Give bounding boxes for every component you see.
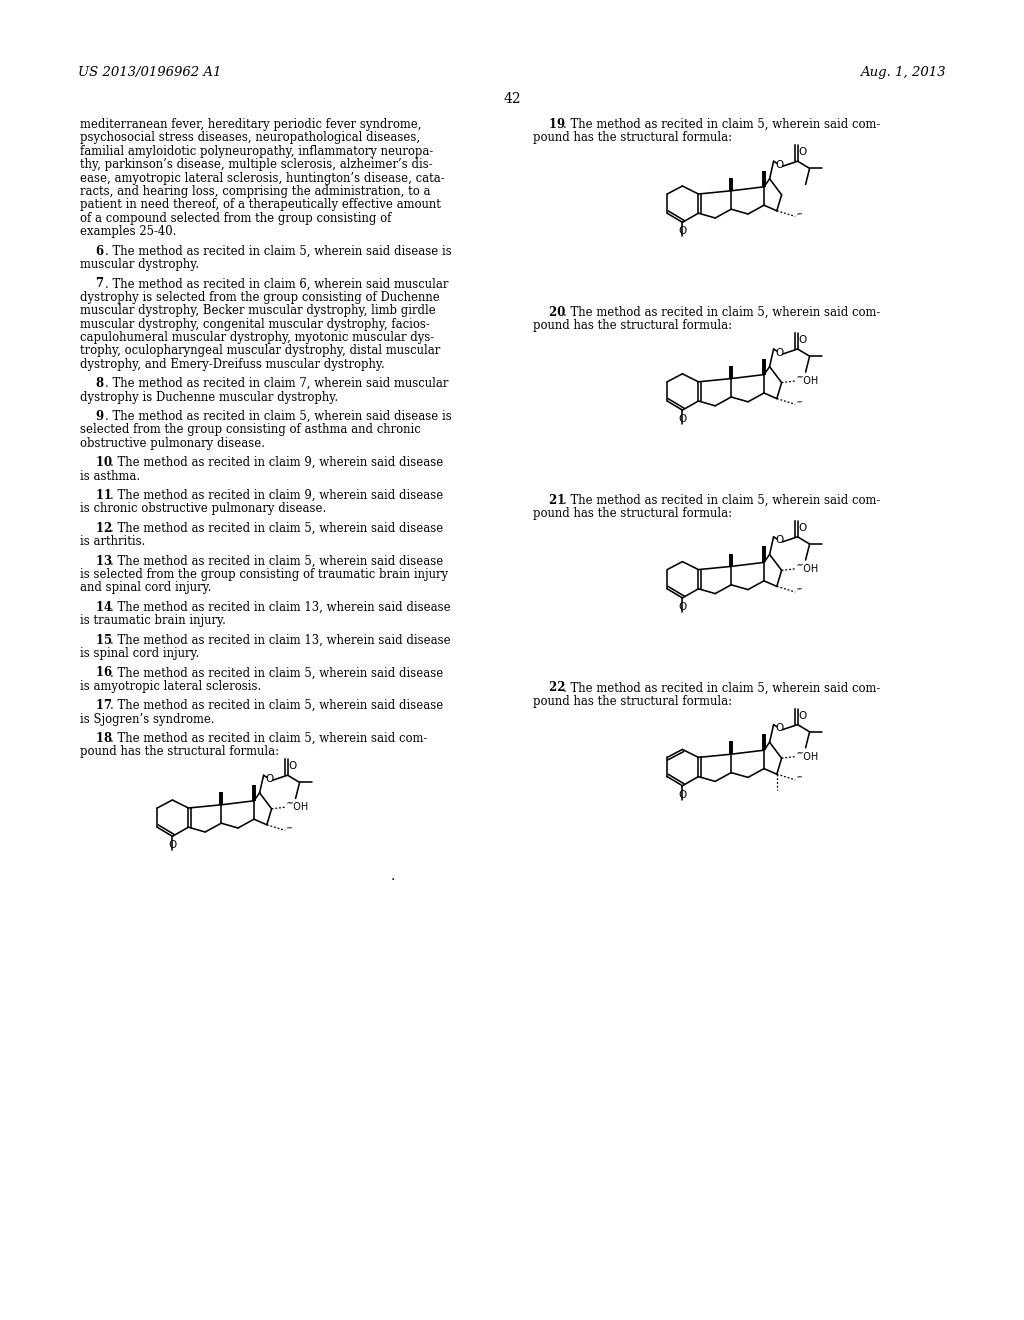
Text: pound has the structural formula:: pound has the structural formula: [534,319,732,333]
Text: O: O [678,789,686,800]
Text: thy, parkinson’s disease, multiple sclerosis, alzheimer’s dis-: thy, parkinson’s disease, multiple scler… [80,158,432,172]
Text: 10: 10 [80,457,112,469]
Text: 18: 18 [80,733,112,744]
Text: 12: 12 [80,521,113,535]
Text: O: O [775,536,783,545]
Text: . The method as recited in claim 5, wherein said disease: . The method as recited in claim 5, wher… [111,521,443,535]
Text: is Sjogren’s syndrome.: is Sjogren’s syndrome. [80,713,215,726]
Text: ″″: ″″ [798,400,804,409]
Text: 42: 42 [503,92,521,106]
Text: . The method as recited in claim 5, wherein said com-: . The method as recited in claim 5, wher… [563,117,881,131]
Text: O: O [799,148,807,157]
Text: is chronic obstructive pulmonary disease.: is chronic obstructive pulmonary disease… [80,503,327,515]
Text: is selected from the group consisting of traumatic brain injury: is selected from the group consisting of… [80,568,449,581]
Text: muscular dystrophy, congenital muscular dystrophy, facios-: muscular dystrophy, congenital muscular … [80,318,430,330]
Text: . The method as recited in claim 9, wherein said disease: . The method as recited in claim 9, wher… [111,488,443,502]
Text: O: O [775,723,783,734]
Text: . The method as recited in claim 5, wherein said com-: . The method as recited in claim 5, wher… [563,494,881,507]
Text: familial amyloidotic polyneuropathy, inflammatory neuropa-: familial amyloidotic polyneuropathy, inf… [80,145,433,158]
Text: 21: 21 [534,494,565,507]
Text: is arthritis.: is arthritis. [80,535,145,548]
Text: Aug. 1, 2013: Aug. 1, 2013 [860,66,946,79]
Text: . The method as recited in claim 5, wherein said disease is: . The method as recited in claim 5, wher… [105,411,452,422]
Text: . The method as recited in claim 5, wherein said com-: . The method as recited in claim 5, wher… [563,681,881,694]
Text: US 2013/0196962 A1: US 2013/0196962 A1 [78,66,221,79]
Text: ″″OH: ″″OH [798,751,819,762]
Text: 14: 14 [80,601,112,614]
Text: obstructive pulmonary disease.: obstructive pulmonary disease. [80,437,265,450]
Text: . The method as recited in claim 13, wherein said disease: . The method as recited in claim 13, whe… [111,634,451,647]
Text: . The method as recited in claim 5, wherein said disease: . The method as recited in claim 5, wher… [111,554,443,568]
Text: . The method as recited in claim 5, wherein said com-: . The method as recited in claim 5, wher… [111,733,427,744]
Text: O: O [265,774,273,784]
Text: of a compound selected from the group consisting of: of a compound selected from the group co… [80,211,391,224]
Text: . The method as recited in claim 13, wherein said disease: . The method as recited in claim 13, whe… [111,601,451,614]
Text: pound has the structural formula:: pound has the structural formula: [534,132,732,144]
Text: ″″: ″″ [287,826,294,834]
Text: 22: 22 [534,681,565,694]
Text: 9: 9 [80,411,104,422]
Text: is amyotropic lateral sclerosis.: is amyotropic lateral sclerosis. [80,680,261,693]
Text: .: . [390,869,394,883]
Text: 8: 8 [80,378,104,391]
Text: . The method as recited in claim 6, wherein said muscular: . The method as recited in claim 6, wher… [105,277,449,290]
Text: psychosocial stress diseases, neuropathological diseases,: psychosocial stress diseases, neuropatho… [80,132,420,144]
Text: O: O [799,523,807,533]
Text: O: O [289,762,297,771]
Text: 13: 13 [80,554,112,568]
Text: 7: 7 [80,277,104,290]
Text: trophy, oculopharyngeal muscular dystrophy, distal muscular: trophy, oculopharyngeal muscular dystrop… [80,345,440,358]
Text: 19: 19 [534,117,565,131]
Text: O: O [799,335,807,345]
Text: . The method as recited in claim 5, wherein said disease: . The method as recited in claim 5, wher… [111,700,443,713]
Text: O: O [678,602,686,612]
Text: . The method as recited in claim 7, wherein said muscular: . The method as recited in claim 7, wher… [105,378,449,391]
Text: is spinal cord injury.: is spinal cord injury. [80,647,200,660]
Text: O: O [678,227,686,236]
Text: ease, amyotropic lateral sclerosis, huntington’s disease, cata-: ease, amyotropic lateral sclerosis, hunt… [80,172,444,185]
Text: is traumatic brain injury.: is traumatic brain injury. [80,614,226,627]
Text: pound has the structural formula:: pound has the structural formula: [534,694,732,708]
Text: 11: 11 [80,488,112,502]
Text: and spinal cord injury.: and spinal cord injury. [80,581,212,594]
Text: O: O [775,347,783,358]
Text: mediterranean fever, hereditary periodic fever syndrome,: mediterranean fever, hereditary periodic… [80,117,422,131]
Text: examples 25-40.: examples 25-40. [80,226,176,238]
Text: dystrophy is selected from the group consisting of Duchenne: dystrophy is selected from the group con… [80,290,439,304]
Text: ″″: ″″ [798,213,804,220]
Text: O: O [775,160,783,170]
Text: 6: 6 [80,244,104,257]
Text: 16: 16 [80,667,112,680]
Text: 17: 17 [80,700,112,713]
Text: muscular dystrophy.: muscular dystrophy. [80,257,199,271]
Text: ″″OH: ″″OH [287,803,309,812]
Text: ″″: ″″ [798,775,804,784]
Text: ″″OH: ″″OH [798,564,819,574]
Text: dystrophy is Duchenne muscular dystrophy.: dystrophy is Duchenne muscular dystrophy… [80,391,338,404]
Text: . The method as recited in claim 5, wherein said com-: . The method as recited in claim 5, wher… [563,306,881,319]
Text: is asthma.: is asthma. [80,470,140,483]
Text: . The method as recited in claim 5, wherein said disease is: . The method as recited in claim 5, wher… [105,244,452,257]
Text: pound has the structural formula:: pound has the structural formula: [80,746,280,759]
Text: . The method as recited in claim 9, wherein said disease: . The method as recited in claim 9, wher… [111,457,443,469]
Text: O: O [168,841,176,850]
Text: 15: 15 [80,634,112,647]
Text: muscular dystrophy, Becker muscular dystrophy, limb girdle: muscular dystrophy, Becker muscular dyst… [80,304,436,317]
Text: ″″OH: ″″OH [798,376,819,385]
Text: O: O [799,710,807,721]
Text: . The method as recited in claim 5, wherein said disease: . The method as recited in claim 5, wher… [111,667,443,680]
Text: racts, and hearing loss, comprising the administration, to a: racts, and hearing loss, comprising the … [80,185,430,198]
Text: patient in need thereof, of a therapeutically effective amount: patient in need thereof, of a therapeuti… [80,198,441,211]
Text: capulohumeral muscular dystrophy, myotonic muscular dys-: capulohumeral muscular dystrophy, myoton… [80,331,434,345]
Text: O: O [678,414,686,424]
Text: pound has the structural formula:: pound has the structural formula: [534,507,732,520]
Text: 20: 20 [534,306,565,319]
Text: ″″: ″″ [798,587,804,597]
Text: selected from the group consisting of asthma and chronic: selected from the group consisting of as… [80,424,421,437]
Text: dystrophy, and Emery-Dreifuss muscular dystrophy.: dystrophy, and Emery-Dreifuss muscular d… [80,358,385,371]
